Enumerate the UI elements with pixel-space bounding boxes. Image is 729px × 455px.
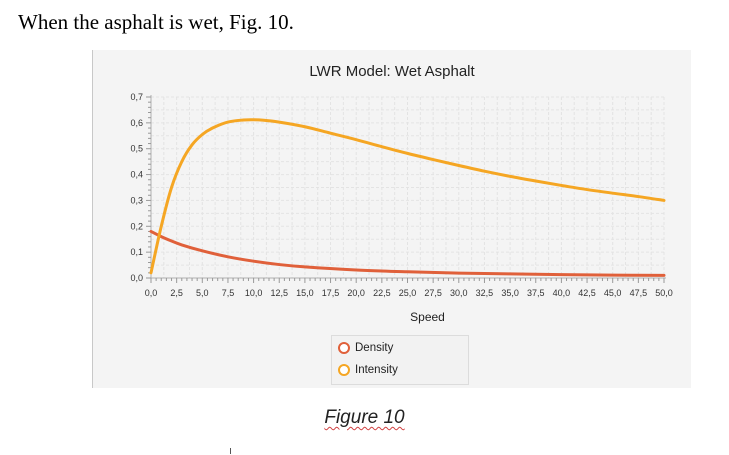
intro-text: When the asphalt is wet, Fig. 10. xyxy=(18,10,294,34)
x-tick-label: 47,5 xyxy=(630,288,648,298)
series-line-density xyxy=(149,229,666,277)
line-chart: 0,0 2,5 5,0 7,5 10,0 12,5 15,0 17,5 20,0 22,5 25,0… xyxy=(130,92,673,324)
y-tick-label: 0,2 xyxy=(130,221,143,231)
density-legend-marker xyxy=(338,342,350,354)
intensity-legend-marker xyxy=(338,364,350,376)
y-tick-label: 0,3 xyxy=(130,195,143,205)
x-tick-label: 35,0 xyxy=(501,288,519,298)
legend-label-intensity: Intensity xyxy=(355,364,398,376)
x-tick-label: 12,5 xyxy=(270,288,288,298)
legend-label-density: Density xyxy=(355,342,394,354)
figure-caption: Figure 10 xyxy=(0,407,729,429)
text-cursor xyxy=(230,448,231,454)
legend-item-density: Density xyxy=(338,342,393,354)
x-tick-label: 0,0 xyxy=(145,288,158,298)
x-tick-label: 27,5 xyxy=(424,288,442,298)
y-tick-label: 0,4 xyxy=(130,170,143,180)
y-tick-label: 0,1 xyxy=(130,247,143,257)
x-tick-label: 22,5 xyxy=(373,288,391,298)
x-tick-label: 17,5 xyxy=(322,288,340,298)
y-tick-label: 0,7 xyxy=(130,92,143,102)
chart-title: LWR Model: Wet Asphalt xyxy=(309,63,475,80)
y-tick-label: 0,6 xyxy=(130,118,143,128)
x-tick-label: 7,5 xyxy=(222,288,235,298)
x-tick-label: 50,0 xyxy=(655,288,673,298)
x-tick-label: 2,5 xyxy=(170,288,183,298)
x-tick-label: 30,0 xyxy=(450,288,468,298)
x-tick-label: 32,5 xyxy=(476,288,494,298)
figure-caption-text: Figure 10 xyxy=(324,407,405,428)
chart-panel: LWR Model: Wet Asphalt 0,0 2,5 5,0 7,5 10,0 1… xyxy=(92,50,691,388)
x-tick-label: 10,0 xyxy=(245,288,263,298)
legend-item-intensity: Intensity xyxy=(338,364,398,376)
x-tick-label: 15,0 xyxy=(296,288,314,298)
x-tick-label: 40,0 xyxy=(553,288,571,298)
x-axis-label: Speed xyxy=(410,310,445,324)
y-tick-label: 0,0 xyxy=(130,273,143,283)
x-tick-label: 42,5 xyxy=(578,288,596,298)
x-tick-label: 25,0 xyxy=(399,288,417,298)
series-line-intensity xyxy=(149,118,666,275)
x-tick-label: 37,5 xyxy=(527,288,545,298)
x-tick-label: 5,0 xyxy=(196,288,209,298)
y-tick-label: 0,5 xyxy=(130,144,143,154)
x-tick-label: 20,0 xyxy=(347,288,365,298)
chart-legend: Density Intensity xyxy=(331,335,469,385)
x-tick-label: 45,0 xyxy=(604,288,622,298)
